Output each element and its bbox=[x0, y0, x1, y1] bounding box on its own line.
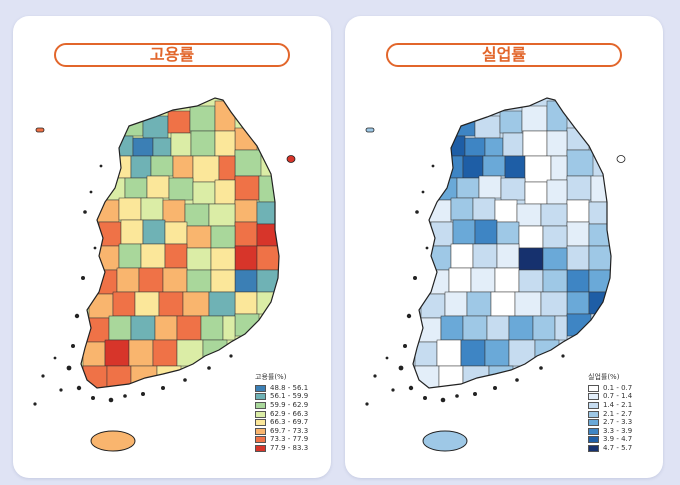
unemployment-legend-item: 4.7 - 5.7 bbox=[588, 444, 632, 453]
legend-label: 62.9 - 66.3 bbox=[270, 409, 309, 418]
legend-label: 56.1 - 59.9 bbox=[270, 392, 309, 401]
unemployment-legend-item: 3.3 - 3.9 bbox=[588, 427, 632, 436]
employment-island-northwest bbox=[35, 127, 45, 133]
unemployment-legend-item: 1.4 - 2.1 bbox=[588, 401, 632, 410]
employment-map-panel: 고용률 bbox=[13, 16, 331, 478]
legend-swatch bbox=[588, 393, 599, 401]
legend-label: 66.3 - 69.7 bbox=[270, 418, 309, 427]
legend-label: 2.7 - 3.3 bbox=[603, 418, 633, 427]
employment-legend-item: 73.3 - 77.9 bbox=[255, 436, 308, 445]
unemployment-legend-item: 0.1 - 0.7 bbox=[588, 384, 632, 393]
legend-swatch bbox=[255, 384, 266, 392]
unemployment-legend-item: 0.7 - 1.4 bbox=[588, 393, 632, 402]
legend-label: 2.1 - 2.7 bbox=[603, 409, 633, 418]
unemployment-legend-item: 3.9 - 4.7 bbox=[588, 436, 632, 445]
legend-swatch bbox=[588, 419, 599, 427]
legend-swatch bbox=[255, 427, 266, 435]
unemployment-legend-title: 실업률(%) bbox=[588, 373, 620, 381]
legend-swatch bbox=[588, 427, 599, 435]
legend-swatch bbox=[588, 444, 599, 452]
legend-swatch bbox=[255, 444, 266, 452]
employment-island-jeju bbox=[90, 430, 136, 452]
unemployment-legend: 실업률(%) 0.1 - 0.7 0.7 - 1.4 1.4 - 2.1 2.1… bbox=[588, 374, 632, 453]
unemployment-island-jeju bbox=[422, 430, 468, 452]
legend-label: 1.4 - 2.1 bbox=[603, 400, 633, 409]
legend-label: 3.9 - 4.7 bbox=[603, 435, 633, 444]
legend-label: 77.9 - 83.3 bbox=[270, 443, 309, 452]
unemployment-map-panel: 실업률 bbox=[345, 16, 663, 478]
employment-legend-item: 69.7 - 73.3 bbox=[255, 427, 308, 436]
unemployment-island-ulleungdo bbox=[616, 155, 626, 163]
legend-label: 0.7 - 1.4 bbox=[603, 392, 633, 401]
unemployment-coastal-islands bbox=[365, 164, 565, 406]
employment-legend-item: 59.9 - 62.9 bbox=[255, 401, 308, 410]
employment-legend-item: 62.9 - 66.3 bbox=[255, 410, 308, 419]
employment-legend: 고용률(%) 48.8 - 56.1 56.1 - 59.9 59.9 - 62… bbox=[255, 374, 308, 453]
employment-legend-title: 고용률(%) bbox=[255, 373, 287, 381]
employment-legend-item: 48.8 - 56.1 bbox=[255, 384, 308, 393]
unemployment-choropleth-map bbox=[365, 97, 626, 452]
legend-swatch bbox=[255, 401, 266, 409]
legend-swatch bbox=[255, 410, 266, 418]
legend-swatch bbox=[255, 419, 266, 427]
employment-island-ulleungdo bbox=[286, 155, 296, 163]
legend-label: 59.9 - 62.9 bbox=[270, 400, 309, 409]
legend-swatch bbox=[588, 384, 599, 392]
unemployment-legend-item: 2.7 - 3.3 bbox=[588, 418, 632, 427]
unemployment-map-title: 실업률 bbox=[386, 43, 622, 67]
employment-choropleth-map bbox=[33, 97, 296, 452]
legend-label: 3.3 - 3.9 bbox=[603, 426, 633, 435]
unemployment-island-northwest bbox=[365, 127, 375, 133]
legend-label: 69.7 - 73.3 bbox=[270, 426, 309, 435]
employment-regions bbox=[81, 98, 279, 388]
unemployment-legend-item: 2.1 - 2.7 bbox=[588, 410, 632, 419]
legend-label: 0.1 - 0.7 bbox=[603, 383, 633, 392]
legend-swatch bbox=[588, 410, 599, 418]
legend-swatch bbox=[588, 436, 599, 444]
legend-swatch bbox=[255, 436, 266, 444]
legend-label: 73.3 - 77.9 bbox=[270, 435, 309, 444]
legend-label: 4.7 - 5.7 bbox=[603, 443, 633, 452]
unemployment-regions bbox=[413, 98, 611, 388]
employment-map-title: 고용률 bbox=[54, 43, 290, 67]
employment-legend-item: 77.9 - 83.3 bbox=[255, 444, 308, 453]
employment-legend-item: 56.1 - 59.9 bbox=[255, 393, 308, 402]
employment-coastal-islands bbox=[33, 164, 233, 406]
legend-swatch bbox=[588, 401, 599, 409]
employment-legend-item: 66.3 - 69.7 bbox=[255, 418, 308, 427]
legend-swatch bbox=[255, 393, 266, 401]
legend-label: 48.8 - 56.1 bbox=[270, 383, 309, 392]
